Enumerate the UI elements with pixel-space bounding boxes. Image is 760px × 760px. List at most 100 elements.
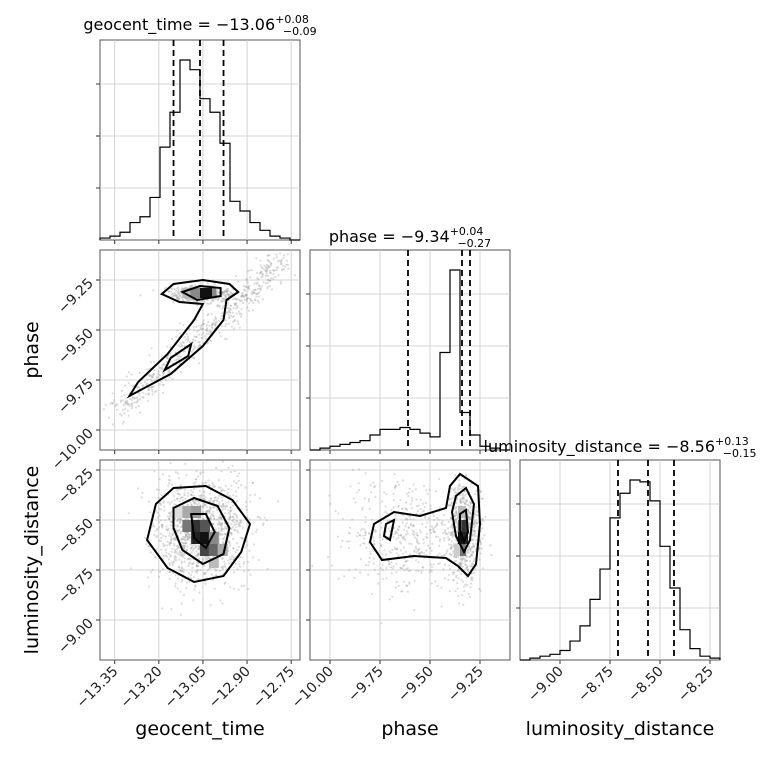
sample-point bbox=[364, 530, 367, 534]
density-cell bbox=[208, 558, 219, 568]
sample-point bbox=[197, 341, 200, 344]
sample-point bbox=[403, 535, 406, 538]
sample-point bbox=[282, 256, 285, 259]
sample-point bbox=[218, 537, 221, 541]
sample-point bbox=[438, 552, 441, 555]
xtick-label: −8.50 bbox=[625, 664, 667, 706]
histogram-geocent_time bbox=[99, 59, 300, 241]
sample-point bbox=[267, 279, 270, 282]
sample-point bbox=[183, 488, 187, 491]
sample-point bbox=[248, 269, 251, 272]
sample-point bbox=[252, 288, 255, 291]
sample-point bbox=[463, 557, 466, 561]
sample-point bbox=[327, 556, 330, 559]
sample-point bbox=[150, 375, 154, 378]
sample-point bbox=[390, 572, 393, 575]
sample-point bbox=[234, 302, 237, 305]
sample-point bbox=[206, 329, 209, 332]
sample-point bbox=[463, 502, 466, 505]
sample-point bbox=[440, 586, 443, 589]
sample-point bbox=[229, 307, 232, 310]
sample-point bbox=[222, 305, 225, 308]
sample-point bbox=[128, 403, 131, 406]
sample-point bbox=[460, 562, 463, 566]
sample-point bbox=[449, 516, 452, 519]
sample-point bbox=[359, 544, 362, 547]
sample-point bbox=[459, 564, 462, 567]
sample-point bbox=[264, 274, 268, 277]
sample-point bbox=[255, 282, 258, 286]
sample-point bbox=[211, 523, 215, 526]
sample-point bbox=[232, 537, 235, 541]
sample-point bbox=[123, 393, 126, 396]
sample-point bbox=[182, 541, 186, 544]
sample-point bbox=[397, 504, 400, 507]
sample-point bbox=[451, 532, 454, 535]
xtick-label: −12.90 bbox=[206, 664, 254, 712]
sample-point bbox=[467, 536, 470, 539]
sample-point bbox=[212, 501, 215, 504]
sample-point bbox=[190, 546, 193, 550]
sample-point bbox=[406, 492, 409, 495]
sample-point bbox=[459, 561, 462, 564]
sample-point bbox=[219, 516, 223, 519]
sample-point bbox=[364, 532, 367, 535]
sample-point bbox=[147, 393, 150, 396]
sample-point bbox=[433, 514, 436, 518]
sample-point bbox=[172, 537, 175, 541]
sample-point bbox=[195, 550, 198, 553]
sample-point bbox=[455, 514, 458, 517]
sample-point bbox=[207, 321, 210, 324]
sample-point bbox=[213, 485, 217, 488]
sample-point bbox=[205, 302, 209, 305]
sample-point bbox=[176, 291, 180, 294]
sample-point bbox=[473, 521, 476, 524]
sample-point bbox=[183, 539, 186, 542]
sample-point bbox=[200, 494, 203, 497]
sample-point bbox=[246, 306, 249, 309]
sample-point bbox=[461, 558, 464, 561]
sample-point bbox=[248, 284, 251, 287]
sample-point bbox=[177, 477, 180, 480]
sample-point bbox=[459, 555, 462, 558]
sample-point bbox=[467, 510, 470, 513]
sample-point bbox=[394, 484, 397, 487]
sample-point bbox=[160, 523, 163, 527]
sample-point bbox=[459, 565, 462, 568]
sample-point bbox=[416, 534, 419, 537]
sample-point bbox=[265, 282, 268, 285]
sample-point bbox=[184, 539, 187, 542]
sample-point bbox=[406, 590, 409, 594]
sample-point bbox=[190, 298, 193, 301]
sample-point bbox=[451, 571, 454, 574]
sample-point bbox=[177, 355, 180, 358]
sample-point bbox=[179, 613, 183, 616]
sample-point bbox=[204, 510, 207, 514]
sample-point bbox=[445, 550, 448, 553]
sample-point bbox=[405, 508, 409, 511]
sample-point bbox=[259, 259, 262, 262]
sample-point bbox=[224, 484, 227, 488]
sample-point bbox=[184, 533, 187, 536]
sample-point bbox=[415, 498, 418, 501]
sample-point bbox=[416, 534, 419, 537]
sample-point bbox=[447, 520, 450, 524]
sample-point bbox=[229, 558, 232, 561]
sample-point bbox=[176, 298, 180, 301]
sample-point bbox=[474, 493, 477, 496]
sample-point bbox=[131, 402, 134, 405]
sample-point bbox=[219, 335, 222, 338]
sample-point bbox=[191, 562, 195, 565]
sample-point bbox=[170, 536, 173, 539]
sample-point bbox=[176, 497, 179, 500]
sample-point bbox=[200, 496, 203, 499]
sample-point bbox=[168, 570, 172, 574]
sample-point bbox=[393, 532, 396, 535]
sample-point bbox=[227, 549, 230, 552]
sample-point bbox=[177, 344, 180, 347]
sample-point bbox=[250, 291, 253, 294]
sample-point bbox=[213, 496, 216, 500]
sample-point bbox=[176, 297, 179, 300]
sample-point bbox=[469, 582, 473, 585]
